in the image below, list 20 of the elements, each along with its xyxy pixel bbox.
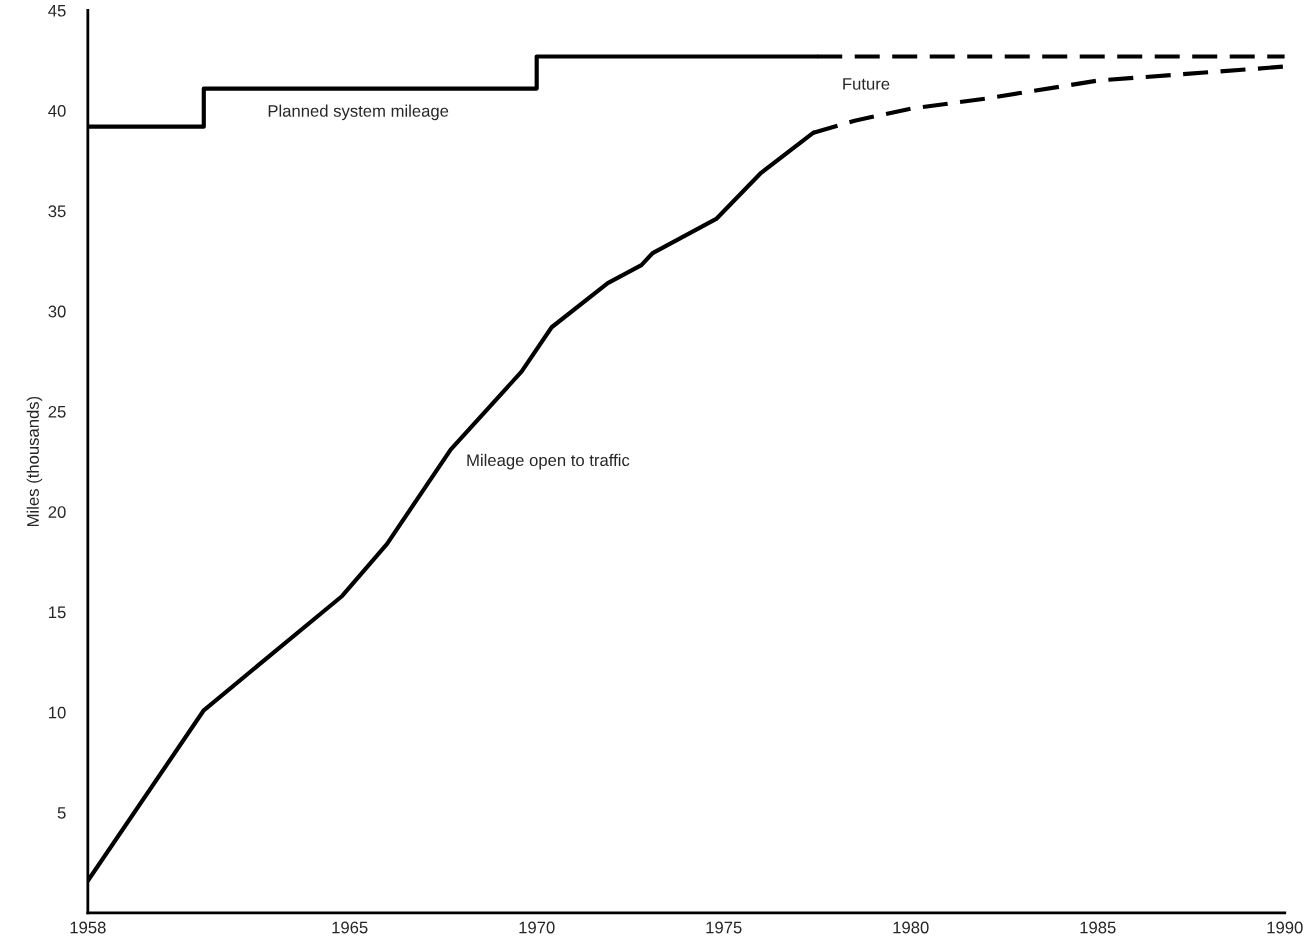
- y-tick-label: 45: [48, 4, 66, 17]
- y-tick-label: 10: [49, 706, 66, 719]
- y-tick-label: 30: [48, 305, 66, 318]
- y-tick-label: 40: [48, 105, 66, 117]
- x-tick-label: 1980: [893, 921, 929, 934]
- annotation: Mileage open to traffic: [467, 453, 630, 470]
- x-tick-label: 1990: [1267, 921, 1303, 934]
- y-tick-label: 5: [57, 807, 66, 819]
- x-tick-label: 1985: [1080, 921, 1116, 934]
- x-tick-label: 1958: [70, 921, 106, 934]
- y-tick-label: 35: [48, 205, 66, 218]
- annotation: Future: [843, 78, 890, 90]
- y-tick-label: 25: [48, 405, 66, 418]
- y-axis-title: Miles (thousands): [26, 396, 43, 527]
- x-tick-label: 1975: [706, 921, 742, 934]
- annotation: Planned system mileage: [268, 104, 449, 121]
- y-tick-label: 20: [48, 506, 66, 518]
- y-tick-label: 15: [49, 606, 66, 619]
- x-tick-label: 1965: [332, 921, 368, 934]
- x-tick-label: 1970: [519, 921, 555, 934]
